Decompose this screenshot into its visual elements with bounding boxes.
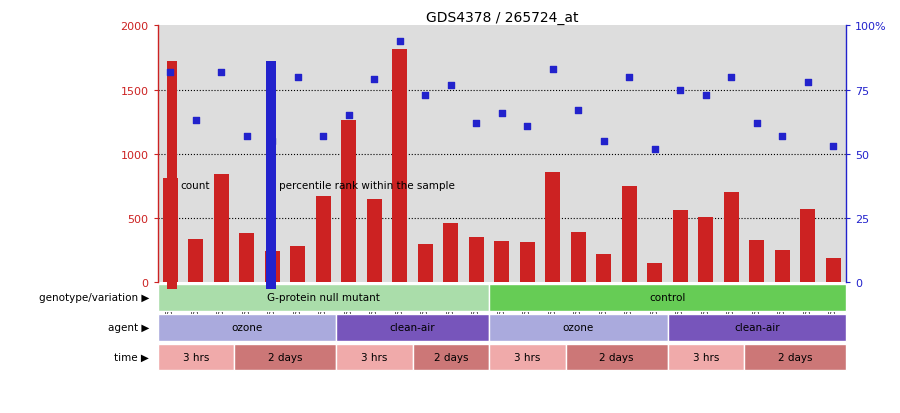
Text: clean-air: clean-air [390, 323, 436, 332]
Point [571, 108, 585, 114]
FancyBboxPatch shape [489, 314, 668, 341]
Bar [341, 121, 356, 282]
Point [239, 133, 254, 140]
Bar [672, 211, 688, 282]
Bar [266, 62, 276, 289]
Bar [775, 250, 790, 282]
Point [648, 146, 662, 153]
Bar [163, 179, 178, 282]
Text: genotype/variation ▶: genotype/variation ▶ [39, 293, 149, 303]
Text: count: count [180, 181, 210, 191]
Bar [316, 197, 331, 282]
Point [673, 87, 688, 94]
Text: agent ▶: agent ▶ [108, 323, 149, 332]
Point [418, 92, 432, 99]
Text: control: control [649, 293, 686, 303]
Point [520, 123, 535, 130]
Bar [545, 172, 561, 282]
FancyBboxPatch shape [489, 285, 846, 311]
Bar [366, 199, 382, 282]
Point [724, 74, 738, 81]
Point [698, 92, 713, 99]
Bar [418, 244, 433, 282]
FancyBboxPatch shape [158, 314, 336, 341]
Text: percentile rank within the sample: percentile rank within the sample [279, 181, 454, 191]
FancyBboxPatch shape [668, 314, 846, 341]
Bar [290, 247, 305, 282]
Point [342, 113, 356, 119]
Point [265, 138, 279, 145]
Point [826, 143, 841, 150]
Point [444, 82, 458, 89]
Bar [239, 234, 255, 282]
Bar [647, 263, 662, 282]
Bar [443, 223, 458, 282]
Text: 2 days: 2 days [599, 352, 634, 362]
Text: G-protein null mutant: G-protein null mutant [266, 293, 380, 303]
Text: 3 hrs: 3 hrs [514, 352, 540, 362]
Text: 3 hrs: 3 hrs [693, 352, 719, 362]
Bar [265, 252, 280, 282]
FancyBboxPatch shape [158, 285, 489, 311]
Point [214, 69, 229, 76]
Point [495, 110, 509, 117]
FancyBboxPatch shape [412, 344, 489, 370]
Point [316, 133, 330, 140]
Point [597, 138, 611, 145]
FancyBboxPatch shape [668, 344, 744, 370]
Text: ozone: ozone [231, 323, 263, 332]
Bar [800, 209, 815, 282]
FancyBboxPatch shape [234, 344, 336, 370]
Bar [392, 50, 408, 282]
FancyBboxPatch shape [336, 344, 412, 370]
Point [163, 69, 177, 76]
Bar [825, 259, 841, 282]
Point [392, 38, 407, 45]
Bar [469, 237, 484, 282]
Bar [519, 243, 535, 282]
Bar [698, 218, 714, 282]
Bar [166, 62, 177, 289]
Point [189, 118, 203, 124]
Text: 2 days: 2 days [268, 352, 302, 362]
Bar [596, 254, 611, 282]
Point [545, 66, 560, 73]
Bar [724, 193, 739, 282]
Point [775, 133, 789, 140]
Text: 3 hrs: 3 hrs [361, 352, 387, 362]
Point [801, 79, 815, 86]
Text: clean-air: clean-air [734, 323, 779, 332]
Bar [213, 175, 229, 282]
Point [750, 121, 764, 127]
Text: 3 hrs: 3 hrs [183, 352, 209, 362]
Bar [749, 240, 764, 282]
FancyBboxPatch shape [336, 314, 489, 341]
Bar [622, 187, 637, 282]
Point [367, 77, 382, 83]
Bar [188, 239, 203, 282]
FancyBboxPatch shape [744, 344, 846, 370]
FancyBboxPatch shape [489, 344, 565, 370]
Text: time ▶: time ▶ [114, 352, 149, 362]
Text: 2 days: 2 days [778, 352, 812, 362]
Point [622, 74, 636, 81]
Point [469, 121, 483, 127]
Point [291, 74, 305, 81]
Title: GDS4378 / 265724_at: GDS4378 / 265724_at [426, 12, 578, 26]
Text: 2 days: 2 days [434, 352, 468, 362]
FancyBboxPatch shape [565, 344, 668, 370]
Bar [494, 242, 509, 282]
Bar [571, 233, 586, 282]
FancyBboxPatch shape [158, 344, 234, 370]
Text: ozone: ozone [562, 323, 594, 332]
